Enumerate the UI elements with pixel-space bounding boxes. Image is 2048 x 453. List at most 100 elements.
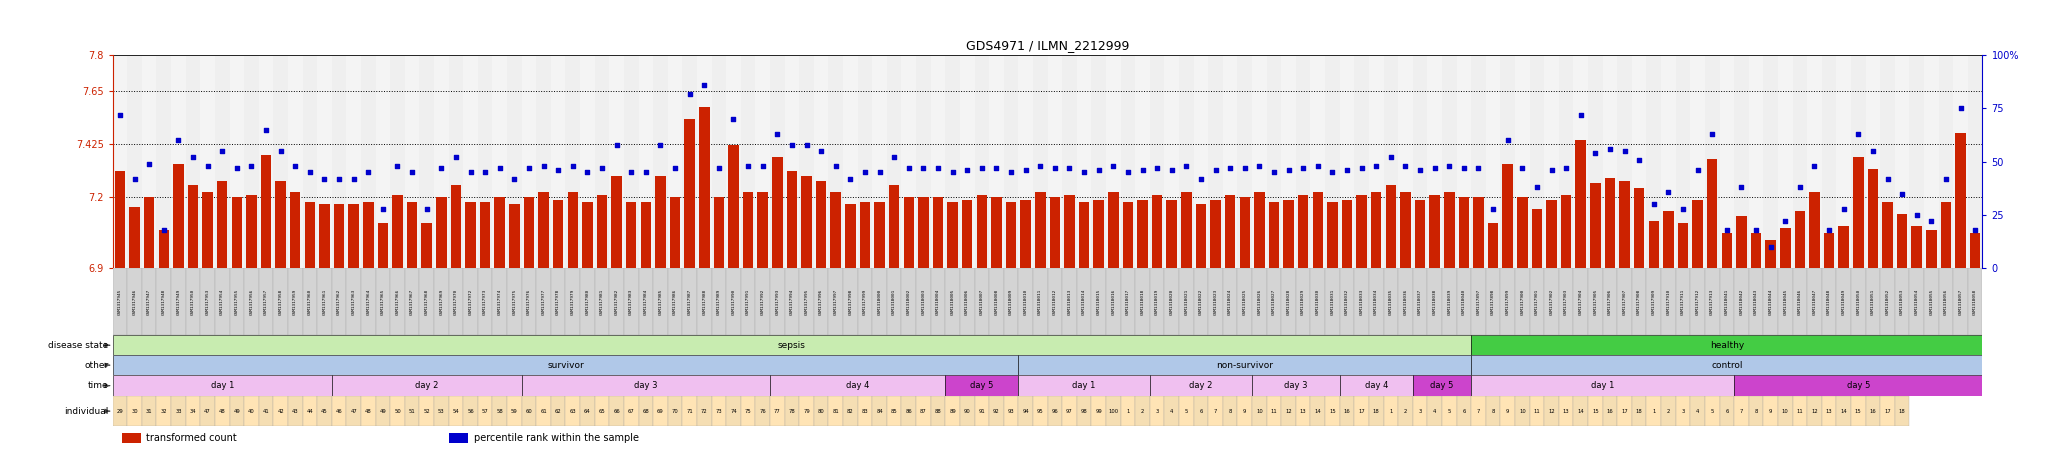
Bar <box>1923 268 1939 335</box>
Bar <box>1251 268 1266 335</box>
Text: GSM1318045: GSM1318045 <box>1784 289 1788 315</box>
Bar <box>641 202 651 268</box>
Bar <box>1573 55 1587 268</box>
Point <box>745 162 778 169</box>
Point <box>862 169 895 176</box>
Point <box>1067 169 1100 176</box>
Bar <box>1092 396 1106 426</box>
Bar <box>420 396 434 426</box>
Text: GSM1317970: GSM1317970 <box>455 289 459 315</box>
Bar <box>582 202 592 268</box>
Text: 4: 4 <box>1434 409 1436 414</box>
Text: 95: 95 <box>1036 409 1044 414</box>
Text: 13: 13 <box>1825 409 1833 414</box>
Bar <box>1561 195 1571 268</box>
Text: 61: 61 <box>541 409 547 414</box>
Bar <box>522 375 770 396</box>
Bar <box>915 396 930 426</box>
Text: GSM1317982: GSM1317982 <box>614 289 618 315</box>
Bar <box>1208 396 1223 426</box>
Point <box>236 162 268 169</box>
Point <box>1448 164 1481 172</box>
Bar <box>289 55 303 268</box>
Text: GSM1318038: GSM1318038 <box>1434 289 1436 315</box>
Text: GSM1317966: GSM1317966 <box>395 289 399 315</box>
Text: disease state: disease state <box>49 341 109 350</box>
Bar <box>756 396 770 426</box>
Text: GSM1317947: GSM1317947 <box>147 289 152 315</box>
Point <box>221 164 254 172</box>
Point <box>176 154 209 161</box>
Bar <box>375 55 391 268</box>
Bar <box>141 268 156 335</box>
Text: 30: 30 <box>131 409 137 414</box>
Bar <box>317 396 332 426</box>
Bar <box>1503 164 1513 268</box>
Bar <box>1737 216 1747 268</box>
Bar <box>1311 55 1325 268</box>
Text: 5: 5 <box>1710 409 1714 414</box>
Bar <box>1765 240 1776 268</box>
Bar <box>1298 195 1309 268</box>
Bar <box>977 195 987 268</box>
Bar <box>625 268 639 335</box>
Bar <box>696 396 711 426</box>
Bar <box>1851 268 1866 335</box>
Bar <box>1909 268 1923 335</box>
Text: 58: 58 <box>496 409 504 414</box>
Text: GSM1317961: GSM1317961 <box>322 289 326 315</box>
Bar <box>305 202 315 268</box>
Text: 11: 11 <box>1270 409 1278 414</box>
Bar <box>961 396 975 426</box>
Point <box>571 169 604 176</box>
Bar <box>813 268 829 335</box>
Text: GSM1317959: GSM1317959 <box>293 289 297 315</box>
Bar <box>1720 396 1735 426</box>
Point <box>1710 226 1743 233</box>
Bar <box>887 396 901 426</box>
Text: GSM1318043: GSM1318043 <box>1753 289 1757 315</box>
Bar <box>1266 396 1282 426</box>
Bar <box>231 197 242 268</box>
Text: 73: 73 <box>715 409 723 414</box>
Text: 7: 7 <box>1214 409 1217 414</box>
Bar <box>770 396 784 426</box>
Text: 11: 11 <box>1534 409 1540 414</box>
Bar <box>1882 202 1892 268</box>
Bar <box>1751 233 1761 268</box>
Text: GSM1318031: GSM1318031 <box>1331 289 1335 315</box>
Text: 63: 63 <box>569 409 575 414</box>
Bar <box>127 55 141 268</box>
Bar <box>1749 396 1763 426</box>
Text: GSM1318019: GSM1318019 <box>1155 289 1159 315</box>
Text: 43: 43 <box>293 409 299 414</box>
Text: 40: 40 <box>248 409 254 414</box>
Point <box>1403 167 1436 174</box>
Bar <box>1120 268 1135 335</box>
Bar <box>1690 268 1704 335</box>
Text: 13: 13 <box>1300 409 1307 414</box>
Point <box>1300 162 1333 169</box>
Bar <box>477 396 492 426</box>
Text: non-survivor: non-survivor <box>1217 361 1274 370</box>
Point <box>557 162 590 169</box>
Text: 65: 65 <box>598 409 606 414</box>
Point <box>922 164 954 172</box>
Text: GSM1317984: GSM1317984 <box>643 289 647 315</box>
Point <box>1755 243 1788 251</box>
Bar <box>201 396 215 426</box>
Bar <box>1675 268 1690 335</box>
Bar <box>1430 195 1440 268</box>
Text: GSM1318058: GSM1318058 <box>1972 289 1976 315</box>
Text: GSM1318020: GSM1318020 <box>1169 289 1174 315</box>
Bar <box>1956 133 1966 268</box>
Bar <box>1604 268 1618 335</box>
Bar <box>1063 268 1077 335</box>
Bar <box>1968 268 1982 335</box>
Point <box>629 169 662 176</box>
Bar <box>215 268 229 335</box>
Bar <box>1237 55 1251 268</box>
Bar <box>1341 200 1352 268</box>
Bar <box>799 55 813 268</box>
Bar <box>1735 375 1982 396</box>
